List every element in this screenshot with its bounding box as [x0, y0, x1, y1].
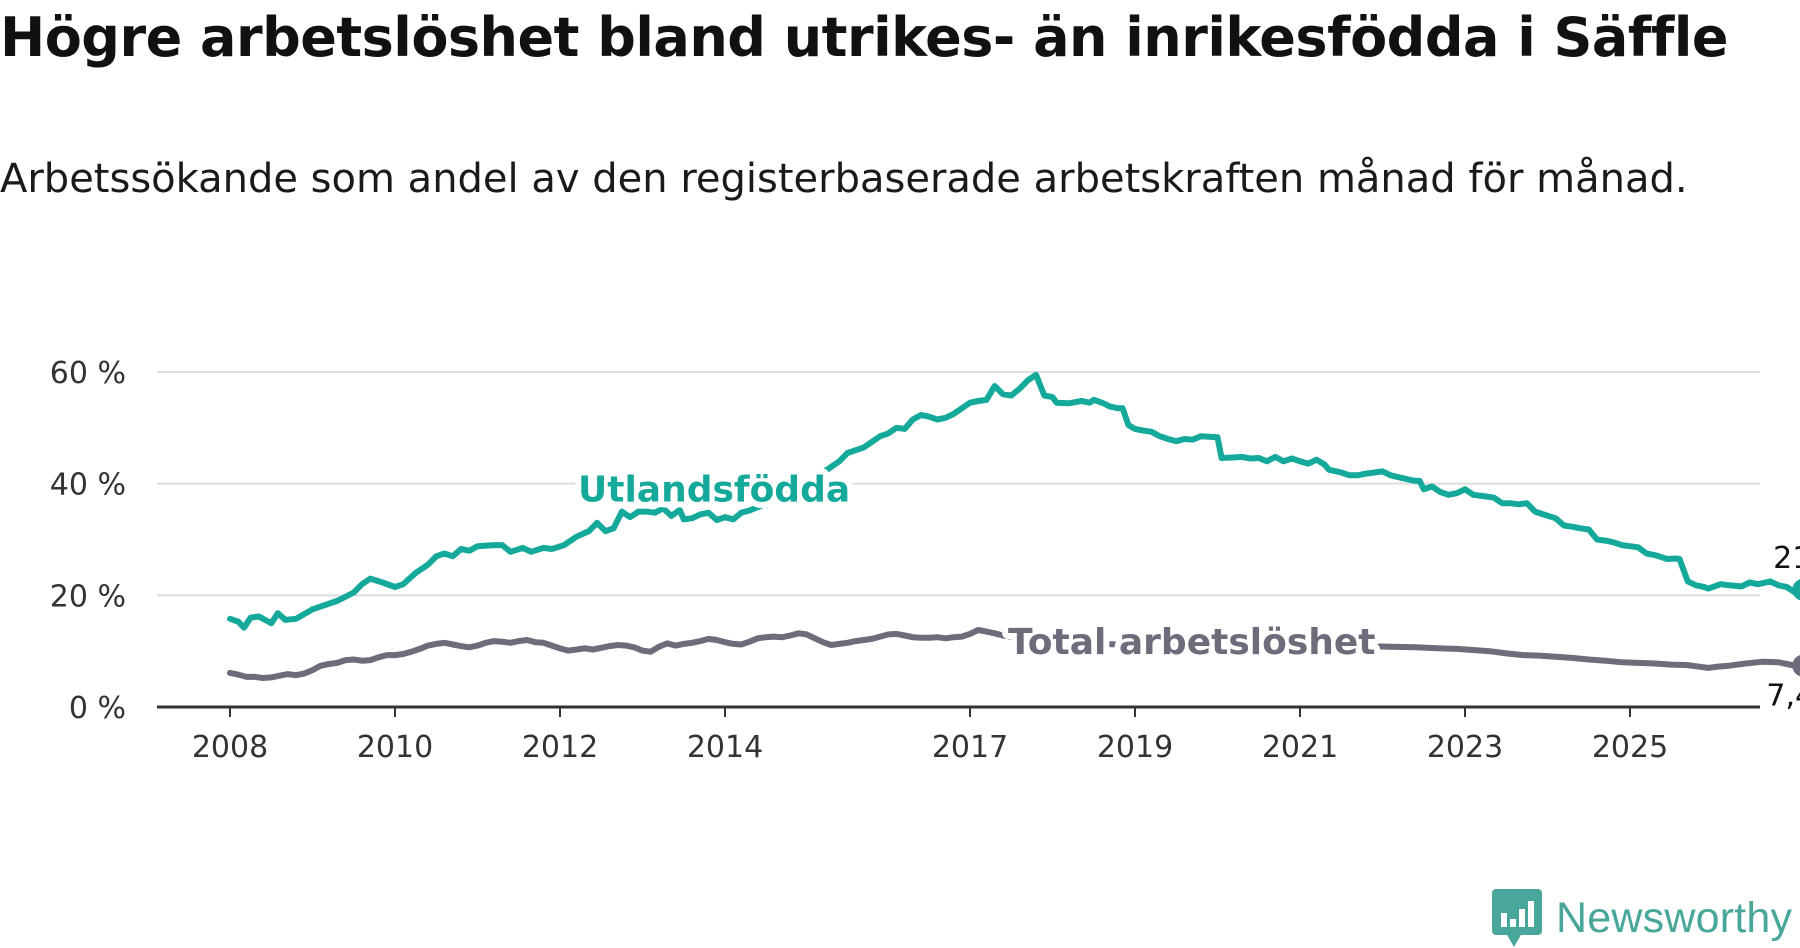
y-tick-label: 20 % — [50, 579, 126, 614]
series-line-total — [227, 627, 1800, 681]
newsworthy-logo: Newsworthy — [1492, 888, 1792, 948]
chart-title: Högre arbetslöshet bland utrikes- än inr… — [0, 6, 1728, 69]
x-tick-label: 2010 — [357, 730, 433, 765]
end-point-utlandsfodda — [1792, 579, 1800, 601]
end-point-total — [1792, 655, 1800, 677]
x-tick-label: 2008 — [192, 730, 268, 765]
end-label-total: 7,4 % — [1766, 679, 1800, 714]
x-tick-label: 2012 — [522, 730, 598, 765]
series-label-utlandsfodda: Utlandsfödda — [578, 469, 850, 510]
series-label-total: Total arbetslöshet — [1008, 622, 1376, 663]
series-line-utlandsfodda — [227, 371, 1800, 631]
x-tick-label: 2023 — [1427, 730, 1503, 765]
y-tick-label: 60 % — [50, 356, 126, 391]
x-tick-label: 2019 — [1097, 730, 1173, 765]
bar-chart-icon — [1492, 889, 1542, 947]
end-label-utlandsfodda: 21 % — [1773, 541, 1800, 576]
x-tick-label: 2021 — [1262, 730, 1338, 765]
x-tick-label: 2025 — [1592, 730, 1668, 765]
x-tick-label: 2014 — [687, 730, 763, 765]
y-tick-label: 0 % — [69, 691, 126, 726]
chart-subtitle: Arbetssökande som andel av den registerb… — [0, 156, 1688, 202]
x-tick-label: 2017 — [932, 730, 1008, 765]
y-tick-label: 40 % — [50, 468, 126, 503]
logo-text: Newsworthy — [1556, 893, 1793, 942]
